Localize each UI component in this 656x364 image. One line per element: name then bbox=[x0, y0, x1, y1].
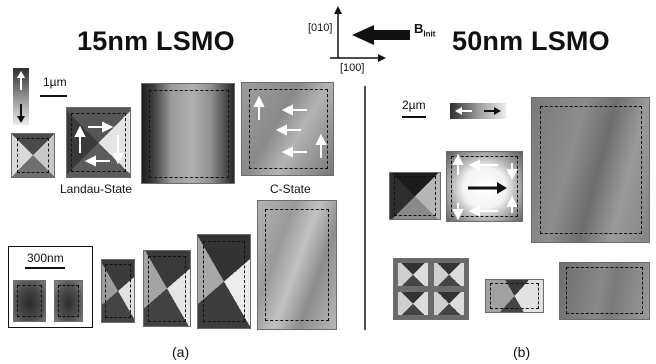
field-label: BInit bbox=[414, 21, 435, 39]
domain-outline-50nm-closure bbox=[394, 176, 436, 216]
domain-array-cell-2 bbox=[433, 262, 465, 287]
scale-bar-1um bbox=[40, 95, 67, 97]
domain-tile-50nm-medium bbox=[485, 279, 544, 313]
scale-bar-1um-label: 1µm bbox=[43, 75, 67, 89]
landau-arrows bbox=[74, 121, 124, 167]
domain-tile-50nm-wide bbox=[559, 262, 650, 320]
domain-tile-series-2 bbox=[143, 250, 191, 327]
domain-outline-landau bbox=[71, 113, 126, 172]
contrast-legend-horizontal bbox=[450, 103, 506, 119]
landau-state-label: Landau-State bbox=[60, 182, 133, 196]
contrast-legend-bar bbox=[13, 68, 29, 125]
scale-bar-300nm bbox=[25, 267, 65, 269]
panel-b-caption: (b) bbox=[513, 344, 531, 360]
domain-array-cell-3 bbox=[397, 291, 429, 316]
domain-outline-cstate bbox=[249, 89, 328, 169]
field-label-main: B bbox=[414, 21, 424, 36]
bright-tile-arrows bbox=[452, 153, 518, 221]
c-state-label: C-State bbox=[270, 182, 311, 196]
domain-outline-50nm-bright bbox=[451, 156, 518, 217]
inset-box-300nm bbox=[8, 246, 93, 328]
domain-tile-landau bbox=[66, 107, 131, 178]
contrast-legend-arrows bbox=[17, 71, 25, 123]
domain-outline-inset-1 bbox=[17, 285, 42, 317]
domain-outline-50nm-large bbox=[540, 106, 642, 234]
domain-outline-series-1 bbox=[105, 264, 131, 318]
domain-array-cell-4 bbox=[433, 291, 465, 316]
domain-outline-series-4 bbox=[265, 209, 329, 321]
scale-bar-2um-label: 2µm bbox=[402, 98, 426, 112]
domain-tile-series-1 bbox=[101, 259, 135, 323]
domain-tile-inset-1 bbox=[13, 280, 46, 322]
domain-outline-series-2 bbox=[148, 256, 186, 322]
scale-bar-2um bbox=[402, 116, 426, 118]
field-label-subscript: Init bbox=[423, 29, 436, 39]
axis-010-label: [010] bbox=[308, 22, 333, 34]
axis-100-label: [100] bbox=[340, 62, 365, 74]
contrast-legend-horizontal-arrows bbox=[455, 107, 501, 115]
domain-outline-large bbox=[149, 90, 229, 178]
panel-a-title: 15nm LSMO bbox=[77, 26, 235, 56]
domain-outline-50nm-medium bbox=[490, 283, 539, 309]
domain-tile-large bbox=[141, 83, 235, 184]
panel-a-caption: (a) bbox=[172, 344, 190, 360]
domain-tile-series-3 bbox=[197, 234, 251, 329]
domain-outline-50nm-wide bbox=[566, 267, 643, 314]
domain-tile-small bbox=[11, 133, 55, 178]
scale-bar-300nm-label: 300nm bbox=[27, 251, 64, 265]
domain-outline-inset-2 bbox=[58, 285, 79, 317]
domain-outline-series-3 bbox=[203, 241, 245, 322]
domain-tile-50nm-large bbox=[531, 97, 650, 243]
domain-outline-small bbox=[17, 138, 49, 173]
domain-tile-50nm-closure bbox=[389, 172, 441, 220]
cstate-arrows bbox=[253, 95, 327, 158]
domain-array-cell-1 bbox=[397, 262, 429, 287]
panel-b-title: 50nm LSMO bbox=[452, 26, 610, 56]
domain-tile-series-4 bbox=[257, 200, 337, 330]
